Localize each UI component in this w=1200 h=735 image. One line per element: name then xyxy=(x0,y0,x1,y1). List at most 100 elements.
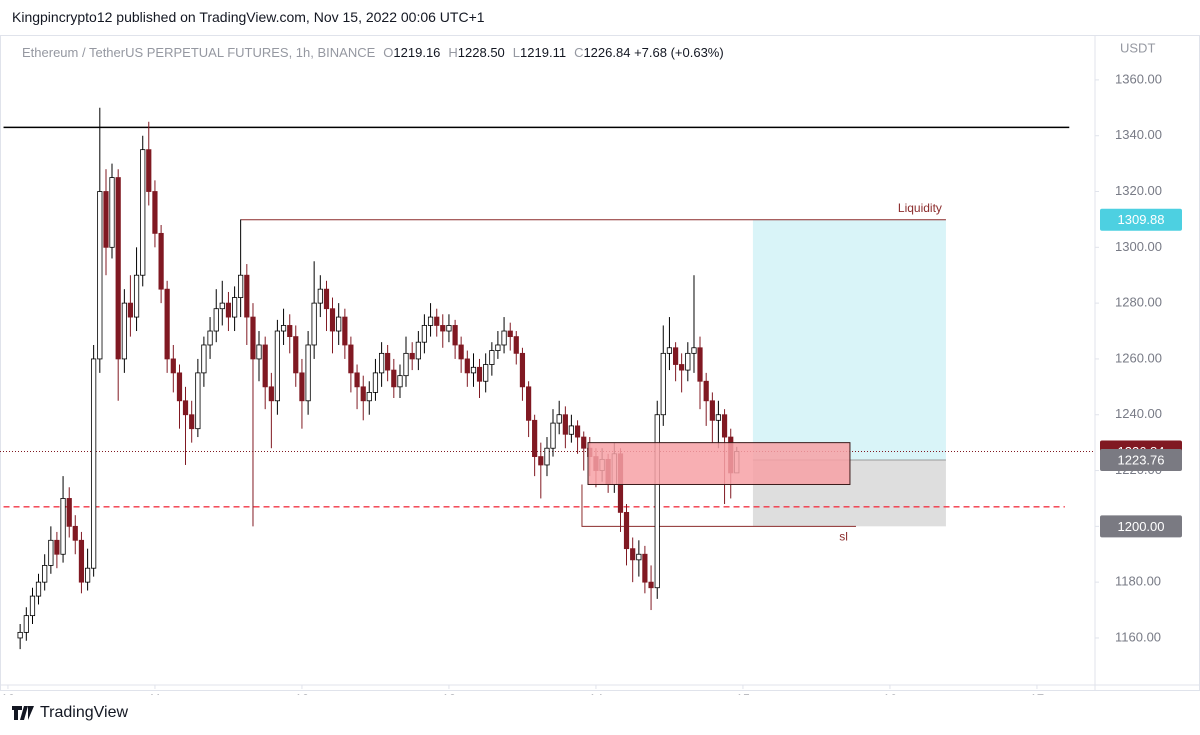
candle-body xyxy=(562,414,568,435)
ohlc-key: H xyxy=(448,45,458,60)
candle-body xyxy=(415,341,421,360)
candle-body xyxy=(329,308,336,332)
x-tick-label: 15 xyxy=(736,691,750,695)
y-unit: USDT xyxy=(1120,40,1155,55)
candle-body xyxy=(274,330,280,402)
candle-body xyxy=(421,325,427,343)
candle-body xyxy=(379,352,385,374)
candle-body xyxy=(574,425,581,438)
position-target xyxy=(752,219,946,461)
candle-body xyxy=(354,372,360,388)
candle-body xyxy=(630,548,636,561)
candle-body xyxy=(691,347,697,354)
candle-body xyxy=(489,350,495,365)
candle-body xyxy=(568,425,574,435)
candle-body xyxy=(715,414,721,421)
candle-body xyxy=(287,325,293,338)
candle-body xyxy=(299,372,305,402)
candle-body xyxy=(538,456,544,466)
publisher: Kingpincrypto12 published on TradingView… xyxy=(12,9,485,25)
candle-body xyxy=(115,177,121,360)
symbol-bar: Ethereum / TetherUS PERPETUAL FUTURES, 1… xyxy=(22,45,724,60)
chart: USDTLiquiditysl1160.001180.001200.001220… xyxy=(0,35,1200,695)
candle-body xyxy=(679,364,685,371)
ohlc-key: L xyxy=(512,45,521,60)
candle-body xyxy=(140,149,146,276)
candle-body xyxy=(72,525,78,541)
plot-frame xyxy=(0,35,1200,691)
y-tick-label: 1180.00 xyxy=(1115,574,1161,589)
brand: TradingView xyxy=(40,704,129,721)
stop-label: sl xyxy=(839,530,848,544)
candle-body xyxy=(232,297,238,318)
candle-body xyxy=(360,386,366,402)
candle-body xyxy=(440,325,446,332)
candle-body xyxy=(244,274,250,318)
y-tick-label: 1300.00 xyxy=(1115,239,1162,254)
candle-body xyxy=(152,191,158,234)
ohlc-value: 1226.84 xyxy=(583,45,631,60)
ohlc-key: O xyxy=(383,45,394,60)
candle-body xyxy=(293,336,299,374)
candle-body xyxy=(403,352,409,377)
candle-body xyxy=(121,302,127,360)
y-tick-label: 1340.00 xyxy=(1115,127,1162,142)
candle-body xyxy=(550,422,556,449)
candle-body xyxy=(262,344,268,388)
ohlc-value: 1228.50 xyxy=(457,45,505,60)
candle-body xyxy=(103,191,109,248)
candle-body xyxy=(476,366,483,382)
candle-body xyxy=(336,316,342,332)
candle-body xyxy=(391,369,397,388)
candle-body xyxy=(483,364,489,382)
candle-body xyxy=(195,372,201,430)
candle-body xyxy=(458,344,464,360)
liquidity-label: Liquidity xyxy=(898,201,942,215)
candle-body xyxy=(507,330,513,338)
price-tag xyxy=(1100,515,1182,538)
candle-body xyxy=(127,302,133,318)
candle-body xyxy=(470,366,477,374)
candle-body xyxy=(133,274,140,318)
candle-body xyxy=(446,325,452,332)
candle-body xyxy=(42,565,48,583)
candle-body xyxy=(532,419,538,457)
candle-body xyxy=(673,347,679,365)
ohlc-value: 1219.11 xyxy=(520,45,567,60)
candle-body xyxy=(697,347,703,382)
candle-body xyxy=(85,567,91,583)
candle-body xyxy=(372,372,379,393)
candle-body xyxy=(182,400,189,416)
ohlc-key: C xyxy=(574,45,584,60)
stop-line xyxy=(581,484,856,527)
candle-body xyxy=(17,631,23,639)
candle-body xyxy=(238,274,244,298)
logo xyxy=(12,706,34,720)
candle-body xyxy=(464,358,470,374)
candle-body xyxy=(66,498,72,527)
candle-body xyxy=(519,352,526,388)
y-tick-label: 1280.00 xyxy=(1115,295,1162,310)
candle-body xyxy=(648,581,654,589)
candle-body xyxy=(501,330,507,346)
candle-body xyxy=(250,316,256,360)
candle-body xyxy=(219,302,225,310)
candle-body xyxy=(225,302,232,318)
candle-body xyxy=(544,447,550,466)
candle-body xyxy=(323,288,330,310)
candle-body xyxy=(703,380,709,402)
candle-body xyxy=(654,414,660,589)
candle-body xyxy=(146,149,152,192)
candle-body xyxy=(201,344,207,374)
candle-body xyxy=(660,352,666,416)
candle-body xyxy=(311,302,317,346)
ohlc: O1219.16 H1228.50 L1219.11 C1226.84 xyxy=(375,45,630,60)
order-zone xyxy=(587,442,851,485)
candle-body xyxy=(452,325,458,346)
candle-body xyxy=(556,414,562,424)
y-tick-label: 1360.00 xyxy=(1115,71,1162,86)
candle-body xyxy=(342,316,348,346)
candle-body xyxy=(97,191,103,360)
candle-body xyxy=(280,325,287,332)
